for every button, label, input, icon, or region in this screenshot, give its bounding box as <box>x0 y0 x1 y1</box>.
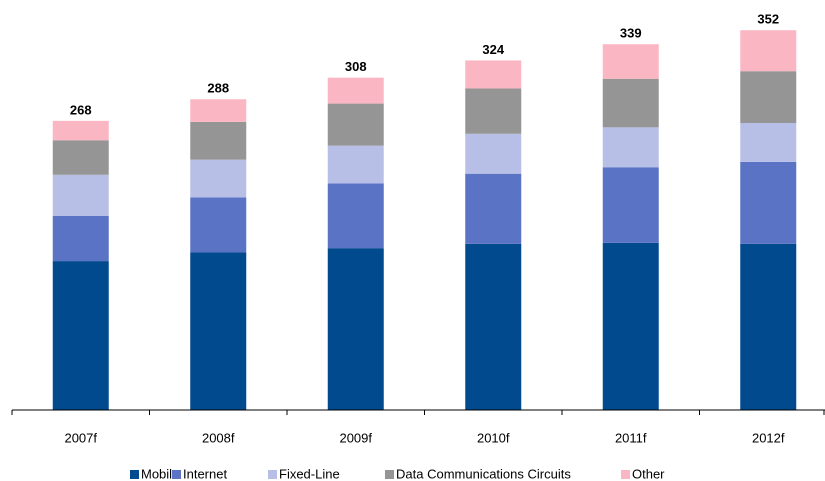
legend-swatch <box>621 470 630 479</box>
bar-segment <box>602 44 659 79</box>
bar-segment <box>52 261 109 410</box>
bar-segment <box>327 248 384 410</box>
bar-segment <box>740 243 797 410</box>
legend-label: Internet <box>183 466 227 481</box>
total-label: 352 <box>757 12 779 27</box>
legend-swatch <box>385 470 394 479</box>
bar-segment <box>740 71 797 123</box>
bar-segment <box>190 99 247 122</box>
bar-segment <box>327 145 384 184</box>
bar-segment <box>327 183 384 249</box>
legend-label: Data Communications Circuits <box>396 466 571 481</box>
bar-segment <box>602 78 659 128</box>
x-tick-label: 2007f <box>64 430 97 445</box>
x-tick-label: 2012f <box>752 430 785 445</box>
bar-segment <box>740 161 797 244</box>
total-label: 339 <box>620 26 642 41</box>
bar-segment <box>52 174 109 216</box>
bar-segment <box>602 127 659 168</box>
legend-swatch <box>268 470 277 479</box>
x-tick-label: 2010f <box>477 430 510 445</box>
bar-segment <box>190 197 247 253</box>
bar-segment <box>52 215 109 262</box>
legend-swatch <box>172 470 181 479</box>
legend-label: Other <box>632 466 665 481</box>
bar-segment <box>465 173 522 244</box>
total-label: 288 <box>207 81 229 96</box>
x-tick-label: 2008f <box>202 430 235 445</box>
total-label: 308 <box>345 59 367 74</box>
bar-segment <box>52 140 109 175</box>
bar-segment <box>740 123 797 162</box>
x-tick-label: 2009f <box>339 430 372 445</box>
bar-segment <box>327 103 384 146</box>
bar-segment <box>52 120 109 141</box>
bar-segment <box>190 121 247 160</box>
bar-segment <box>465 60 522 89</box>
x-tick-label: 2011f <box>615 430 647 445</box>
bar-segment <box>465 243 522 410</box>
bar-segment <box>602 167 659 243</box>
legend-swatch <box>130 470 139 479</box>
bar-segment <box>190 159 247 198</box>
bar-segment <box>740 30 797 72</box>
legend-label: Mobile <box>141 466 179 481</box>
legend-label: Fixed-Line <box>279 466 340 481</box>
total-label: 324 <box>482 42 504 57</box>
total-label: 268 <box>70 102 92 117</box>
bar-segment <box>465 88 522 134</box>
bar-segment <box>465 133 522 174</box>
bar-segment <box>190 252 247 410</box>
bar-segment <box>327 77 384 104</box>
bar-segment <box>602 242 659 410</box>
